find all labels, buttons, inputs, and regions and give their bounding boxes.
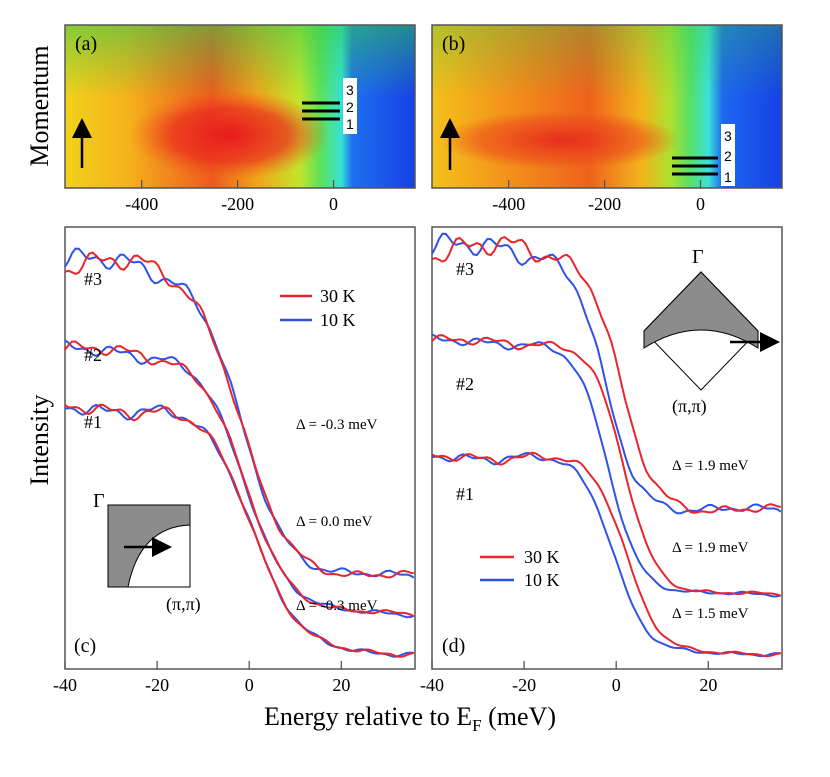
gamma-label-d: Γ	[692, 246, 704, 268]
cut-number-box	[721, 124, 735, 186]
legend-c: 30 K 10 K	[280, 286, 356, 330]
y-axis-label-intensity: Intensity	[25, 395, 54, 486]
x-tick-label-c: 0	[245, 675, 254, 695]
legend-d: 30 K 10 K	[480, 547, 560, 590]
x-tick-label-a: 0	[329, 194, 338, 214]
x-axis-label-prefix: Energy relative to E	[264, 702, 472, 731]
cut-number-box	[343, 78, 357, 134]
heatmap-b-frame	[431, 24, 783, 189]
x-ticks-b: -400 -200 0	[492, 180, 705, 214]
cut-number-3: 3	[346, 82, 354, 98]
curves-d	[431, 232, 782, 658]
heatmap-a-top-fade	[65, 25, 415, 188]
plot-frame-c	[64, 226, 416, 670]
curve-label-d-3: #3	[456, 259, 474, 279]
cut-number-1: 1	[346, 116, 354, 132]
gamma-label-c: Γ	[93, 490, 105, 512]
curve-label-d-1: #1	[456, 484, 474, 504]
x-tick-label-d: -40	[420, 675, 444, 695]
curve-label-c-3: #3	[84, 269, 102, 289]
corner-label-d: (π,π)	[672, 396, 707, 417]
curve-d-3-30k	[431, 235, 782, 514]
curve-c-2-30k	[64, 340, 415, 618]
gap-label-d-3: Δ = 1.9 meV	[672, 458, 749, 474]
x-axis-label-suffix: (meV)	[482, 702, 556, 731]
x-tick-label-d: 20	[699, 675, 717, 695]
panel-label-c: (c)	[74, 635, 96, 657]
curve-label-c-2: #2	[84, 345, 102, 365]
gap-label-c-2: Δ = 0.0 meV	[296, 514, 373, 530]
x-tick-label-b: 0	[696, 194, 705, 214]
curve-c-3-30k	[64, 251, 415, 579]
curve-c-3-10k	[64, 247, 415, 579]
plot-frame-d	[431, 226, 783, 670]
panel-c: -40 -20 0 20 (c) #3 #2 #1 Δ = -0.3 meV Δ = …	[53, 226, 416, 695]
x-ticks-c: -40 -20 0 20	[53, 661, 350, 695]
curve-label-c-1: #1	[84, 412, 102, 432]
panel-b: (b) 3 2 1 -400 -200 0	[431, 24, 783, 214]
curve-label-d-2: #2	[456, 374, 474, 394]
x-tick-label-c: -40	[53, 675, 77, 695]
fermi-surface-c	[107, 504, 191, 588]
cut-lines-b: 3 2 1	[672, 124, 735, 186]
inset-c: Γ (π,π)	[93, 490, 201, 615]
curve-d-1-30k	[431, 451, 781, 658]
cut-lines-a: 3 2 1	[302, 78, 357, 134]
x-tick-label-b: -400	[492, 194, 525, 214]
x-tick-label-d: 0	[612, 675, 621, 695]
legend-label-30k: 30 K	[320, 286, 356, 306]
cut-number-1: 1	[724, 169, 732, 185]
fermi-surface-d	[643, 271, 759, 349]
x-ticks-d: -40 -20 0 20	[420, 661, 717, 695]
x-tick-label-c: -20	[145, 675, 169, 695]
cut-number-2: 2	[346, 99, 354, 115]
legend-label-30k: 30 K	[524, 547, 560, 567]
cut-number-3: 3	[724, 128, 732, 144]
x-tick-label-d: -20	[512, 675, 536, 695]
gap-label-c-1: Δ = -0.3 meV	[296, 598, 378, 614]
panel-label-b: (b)	[442, 33, 465, 55]
panel-a: (a) 3 2 1 -400 -200 0	[64, 24, 416, 214]
y-axis-label-momentum: Momentum	[25, 45, 54, 166]
heatmap-a-frame	[64, 24, 416, 189]
cut-number-2: 2	[724, 148, 732, 164]
panel-label-a: (a)	[75, 33, 97, 55]
curve-d-2-30k	[431, 334, 782, 597]
x-ticks-a: -400 -200 0	[125, 180, 338, 214]
panel-d: -40 -20 0 20 (d) #3 #2 #1 Δ = 1.9 meV Δ = 1…	[420, 226, 783, 695]
x-tick-label-b: -200	[588, 194, 621, 214]
curve-d-3-10k	[431, 232, 782, 515]
x-axis-label-sub: F	[472, 716, 481, 735]
x-tick-label-a: -400	[125, 194, 158, 214]
x-axis-label: Energy relative to EF (meV)	[264, 702, 556, 735]
inset-d: Γ (π,π)	[643, 246, 780, 417]
x-tick-label-c: 20	[332, 675, 350, 695]
curves-c	[64, 247, 415, 658]
corner-label-c: (π,π)	[166, 594, 201, 615]
gap-label-d-1: Δ = 1.5 meV	[672, 606, 749, 622]
x-tick-label-a: -200	[221, 194, 254, 214]
panel-label-d: (d)	[442, 635, 465, 657]
legend-label-10k: 10 K	[524, 570, 560, 590]
gap-label-d-2: Δ = 1.9 meV	[672, 540, 749, 556]
curve-c-1-30k	[64, 403, 415, 658]
legend-label-10k: 10 K	[320, 310, 356, 330]
gap-label-c-3: Δ = -0.3 meV	[296, 417, 378, 433]
